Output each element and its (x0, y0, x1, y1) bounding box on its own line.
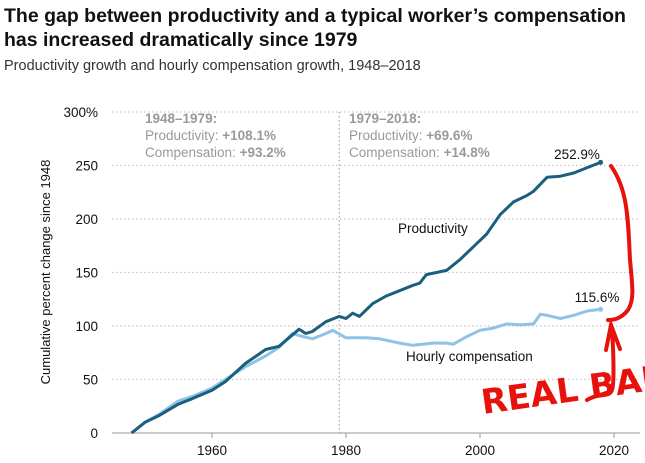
red-curve-arrow (606, 164, 635, 322)
series-label-compensation: Hourly compensation (406, 349, 533, 364)
x-tick-label: 1960 (197, 443, 227, 458)
y-tick-label: 300% (63, 105, 98, 120)
y-axis-label: Cumulative percent change since 1948 (38, 160, 53, 385)
y-tick-label: 100 (75, 319, 98, 334)
y-tick-label: 50 (83, 373, 98, 388)
handwritten-annotation: REAL BAD (479, 164, 645, 423)
annotation-line: Productivity: +69.6% (349, 128, 472, 143)
x-tick-label: 2020 (599, 443, 629, 458)
annotation-label: Compensation: (145, 145, 240, 160)
end-label-compensation: 115.6% (575, 290, 620, 305)
series-line-compensation (130, 307, 601, 435)
annotation-value: +93.2% (240, 145, 286, 160)
annotation-heading: 1948–1979: (145, 111, 217, 126)
annotation-label: Productivity: (145, 128, 222, 143)
end-label-productivity: 252.9% (554, 147, 600, 162)
handwritten-note: REAL BAD (479, 357, 645, 423)
annotation-label: Compensation: (349, 145, 444, 160)
series-line-productivity (130, 161, 602, 435)
y-tick-label: 200 (75, 212, 98, 227)
annotation-label: Productivity: (349, 128, 426, 143)
annotation-line: Compensation: +93.2% (145, 145, 286, 160)
y-tick-label: 150 (75, 266, 98, 281)
annotation-value: +108.1% (222, 128, 276, 143)
series-label-productivity: Productivity (398, 221, 468, 236)
chart-title: The gap between productivity and a typic… (4, 5, 626, 51)
chart-subtitle: Productivity growth and hourly compensat… (4, 58, 421, 74)
x-tick-label: 1980 (331, 443, 361, 458)
end-point-productivity (598, 159, 604, 165)
annotation-line: Productivity: +108.1% (145, 128, 276, 143)
y-tick-label: 0 (90, 426, 98, 441)
red-up-arrow (585, 317, 622, 402)
annotation-heading: 1979–2018: (349, 111, 421, 126)
annotation-value: +69.6% (426, 128, 472, 143)
x-tick-label: 2000 (465, 443, 495, 458)
end-point-compensation (598, 306, 604, 312)
annotation-line: Compensation: +14.8% (349, 145, 490, 160)
annotation-value: +14.8% (444, 145, 490, 160)
y-tick-label: 250 (75, 159, 98, 174)
